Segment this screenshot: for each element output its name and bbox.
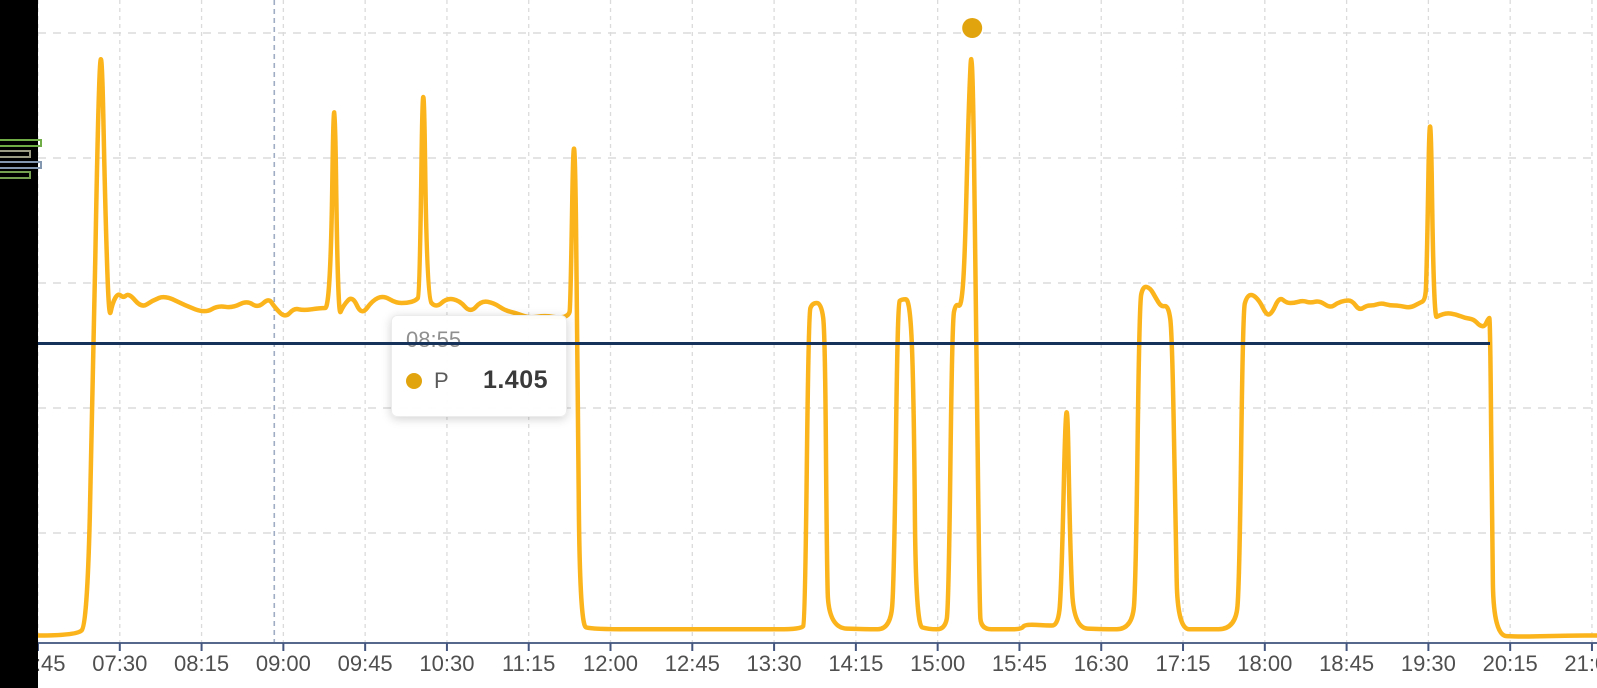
x-tick-label: 17:15 [1155,651,1210,676]
clipped-panel-bar [0,171,31,179]
clipped-panel-bar [0,139,42,147]
chart-tooltip: 08:55 P 1.405 [391,315,567,417]
highlight-marker-dot [962,18,983,38]
x-tick-label: 08:15 [174,651,229,676]
x-tick-label: 19:30 [1401,651,1456,676]
x-tick-label: 11:15 [502,651,555,676]
tooltip-value: 1.405 [482,366,548,394]
x-tick-label: 09:45 [338,651,393,676]
x-tick-label: 16:30 [1074,651,1129,676]
x-tick-label: 07:30 [92,651,147,676]
clipped-panel-bar [0,150,31,158]
x-tick-label: 09:00 [256,651,311,676]
x-tick-label: 15:45 [992,651,1047,676]
x-tick-label: 15:00 [910,651,965,676]
x-tick-label: 14:15 [828,651,883,676]
tooltip-time: 08:55 [406,327,462,352]
x-tick-label: 18:45 [1319,651,1374,676]
x-tick-label: 10:30 [419,651,474,676]
clipped-panel-bar [0,161,42,169]
x-tick-label: 20:15 [1483,651,1538,676]
tooltip-series-row: P 1.405 [406,366,548,395]
x-tick-label: 21:00 [1564,651,1597,676]
series-dot-icon [406,372,422,389]
reference-line [38,342,1491,345]
x-tick-label: 12:00 [583,651,638,676]
series-line-P [35,56,1597,639]
tooltip-series-label: P [434,367,449,393]
x-tick-label: 12:45 [665,651,720,676]
x-tick-label: 13:30 [747,651,802,676]
x-tick-label: 18:00 [1237,651,1292,676]
clipped-left-panel [0,0,42,688]
